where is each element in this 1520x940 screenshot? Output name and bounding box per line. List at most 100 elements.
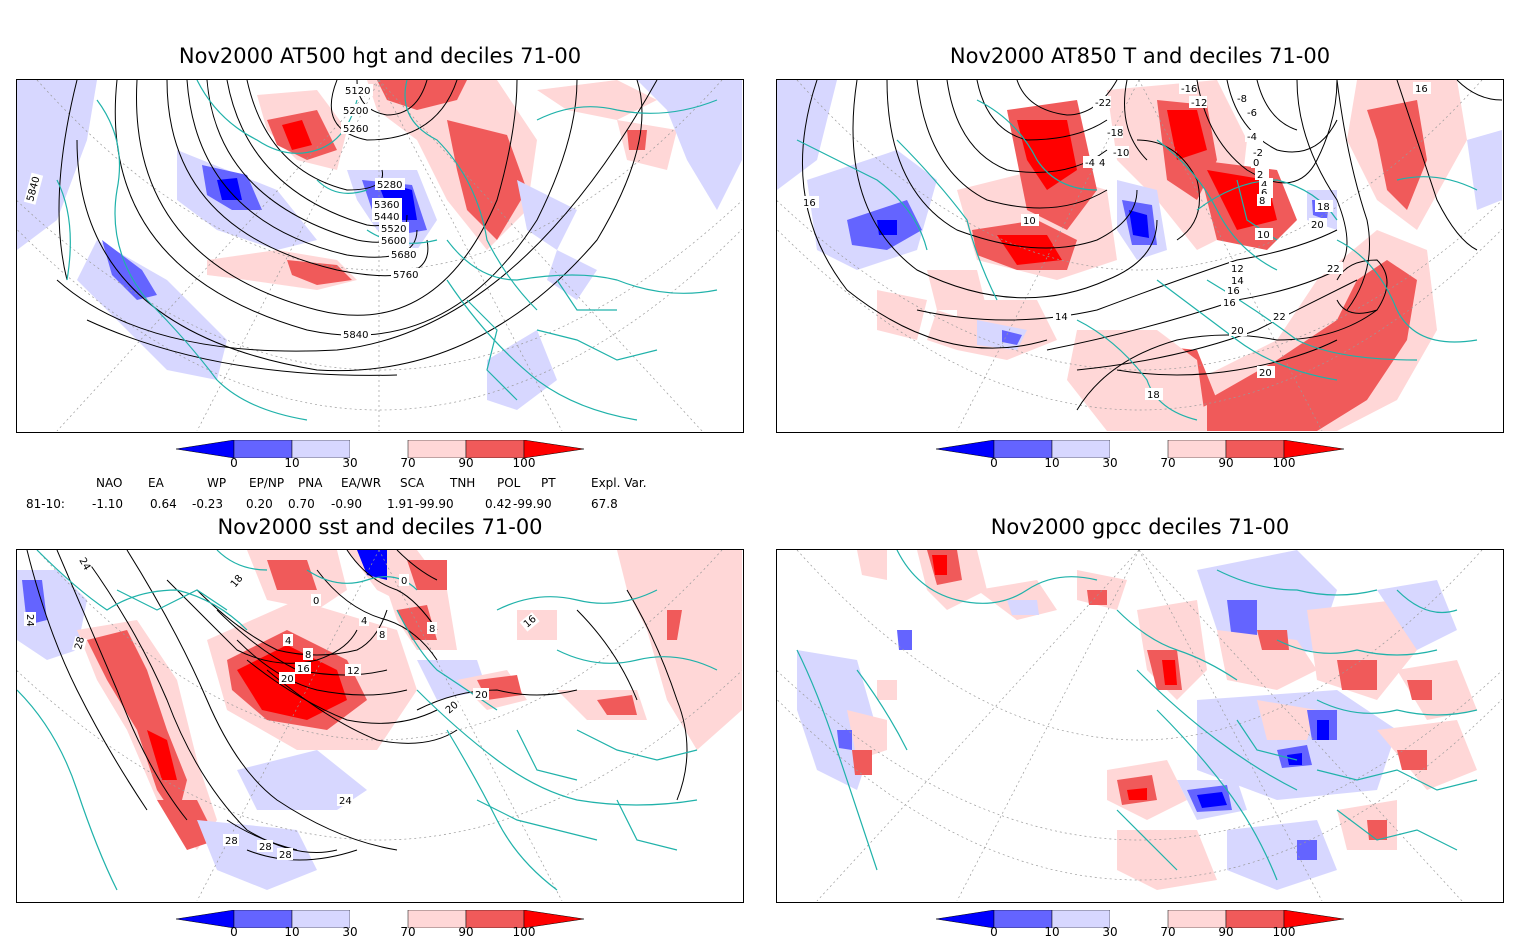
panel-title-t850: Nov2000 AT850 T and deciles 71-00 [949, 44, 1331, 68]
contour-label: -4 [1247, 132, 1257, 143]
contour-label: 5440 [374, 212, 399, 223]
contour-label: 12 [1231, 264, 1244, 275]
contour-label: -8 [1237, 94, 1247, 105]
contour-label: 5200 [343, 106, 368, 117]
teleconnection-indices: NAO EA WP EP/NP PNA EA/WR SCA TNH POL PT… [26, 476, 726, 516]
contour-label: 22 [1327, 264, 1340, 275]
contour-label: 20 [1311, 220, 1324, 231]
colorbar-t850: 0 10 30 70 90 100 [935, 439, 1346, 476]
colorbar-tick: 30 [1102, 456, 1118, 470]
contour-label: 10 [1257, 230, 1270, 241]
contour-label: 28 [259, 842, 272, 853]
map-t850: -22 -16 -12 -8 -6 -4 -2 0 2 4 6 8 10 10 … [776, 79, 1504, 433]
index-value-tnh: -99.90 [415, 497, 454, 511]
colorbar-tick: 10 [284, 925, 300, 939]
index-value-pna: 0.70 [288, 497, 315, 511]
index-header-explvar: Expl. Var. [591, 476, 647, 490]
contour-label: 20 [475, 690, 488, 701]
map-gpcc [776, 549, 1504, 903]
colorbar-tick: 0 [990, 925, 998, 939]
index-value-pt: -99.90 [513, 497, 552, 511]
latitude-grid [777, 80, 1502, 431]
contour-label: 12 [347, 666, 360, 677]
contour-label: 16 [1415, 84, 1428, 95]
contour-label: 4 [361, 616, 367, 627]
panel-title-sst: Nov2000 sst and deciles 71-00 [217, 515, 543, 539]
colorbar-gpcc: 0 10 30 70 90 100 [935, 909, 1346, 940]
contour-label: 18 [1317, 202, 1330, 213]
contour-label: 8 [305, 650, 311, 661]
index-header-wp: WP [207, 476, 227, 490]
contour-label: -2 [1253, 148, 1263, 159]
index-value-ea: 0.64 [150, 497, 177, 511]
contour-label: 5520 [381, 224, 406, 235]
index-row-label: 81-10: [26, 497, 65, 511]
colorbar-hgt500: 0 10 30 70 90 100 [175, 439, 586, 476]
latitude-grid [777, 550, 1502, 901]
contour-label: 18 [1147, 390, 1160, 401]
colorbar-tick: 0 [230, 456, 238, 470]
map-sst: 24 24 28 28 28 28 4 8 12 16 20 20 20 0 0… [16, 549, 744, 903]
contour-label: 5280 [377, 180, 402, 191]
contour-label: 0 [1253, 158, 1259, 169]
contour-label: 20 [1231, 326, 1244, 337]
colorbar-tick: 10 [1044, 456, 1060, 470]
colorbar-tick: 90 [1218, 925, 1234, 939]
contour-label: 14 [1055, 312, 1068, 323]
contour-label: 20 [1259, 368, 1272, 379]
colorbar-tick: 70 [400, 456, 416, 470]
contour-labels: -22 -16 -12 -8 -6 -4 -2 0 2 4 6 8 10 10 … [801, 82, 1431, 401]
contour-label: 16 [1223, 298, 1236, 309]
index-value-nao: -1.10 [92, 497, 124, 511]
index-header-ea: EA [148, 476, 164, 490]
index-value-sca: 1.91 [387, 497, 414, 511]
contour-label: 16 [1227, 286, 1240, 297]
index-header-pol: POL [497, 476, 521, 490]
colorbar-tick: 30 [1102, 925, 1118, 939]
colorbar-tick: 30 [342, 925, 358, 939]
contour-label: 0 [313, 596, 319, 607]
contour-label: 5120 [345, 86, 370, 97]
colorbar-tick: 100 [1272, 925, 1296, 939]
contour-label: 24 [24, 614, 35, 627]
contour-label: 24 [339, 796, 352, 807]
colorbar-tick: 30 [342, 456, 358, 470]
contour-label: -10 [1113, 148, 1129, 159]
contour-label: 4 [1261, 180, 1267, 191]
contour-label: 28 [279, 850, 292, 861]
colorbar-tick: 70 [400, 925, 416, 939]
contour-label: 8 [429, 624, 435, 635]
contour-label: 28 [73, 636, 87, 651]
colorbar-tick: 0 [230, 925, 238, 939]
colorbar-tick: 90 [458, 456, 474, 470]
colorbar-tick: 70 [1160, 925, 1176, 939]
sst-contours [26, 550, 688, 861]
contour-label: 6 [1261, 188, 1267, 199]
contour-label: -6 [1247, 108, 1257, 119]
contour-label: -12 [1191, 98, 1207, 109]
index-header-pt: PT [541, 476, 556, 490]
contour-label: -16 [1181, 84, 1197, 95]
index-header-eawr: EA/WR [341, 476, 382, 490]
contour-label: -4 [1085, 158, 1095, 169]
coastlines [796, 550, 1478, 881]
map-hgt500: 5120 5200 5260 5280 5360 5440 5520 5600 … [16, 79, 744, 433]
contour-label: 4 [1099, 158, 1105, 169]
decile-shading [777, 80, 1502, 431]
index-value-pol: 0.42 [485, 497, 512, 511]
panel-title-hgt500: Nov2000 AT500 hgt and deciles 71-00 [178, 44, 582, 68]
coastlines [17, 550, 718, 891]
colorbar-tick: 70 [1160, 456, 1176, 470]
colorbar-tick: 10 [284, 456, 300, 470]
index-value-epnp: 0.20 [246, 497, 273, 511]
decile-shading [797, 550, 1477, 890]
contour-label: 0 [401, 576, 407, 587]
contour-label: 5680 [391, 250, 416, 261]
panel-title-gpcc: Nov2000 gpcc deciles 71-00 [990, 515, 1290, 539]
latitude-grid [17, 550, 742, 901]
colorbar-tick: 100 [1272, 456, 1296, 470]
contour-label: 16 [297, 664, 310, 675]
colorbar-tick: 90 [458, 925, 474, 939]
contour-label: 10 [1023, 216, 1036, 227]
index-header-nao: NAO [96, 476, 123, 490]
